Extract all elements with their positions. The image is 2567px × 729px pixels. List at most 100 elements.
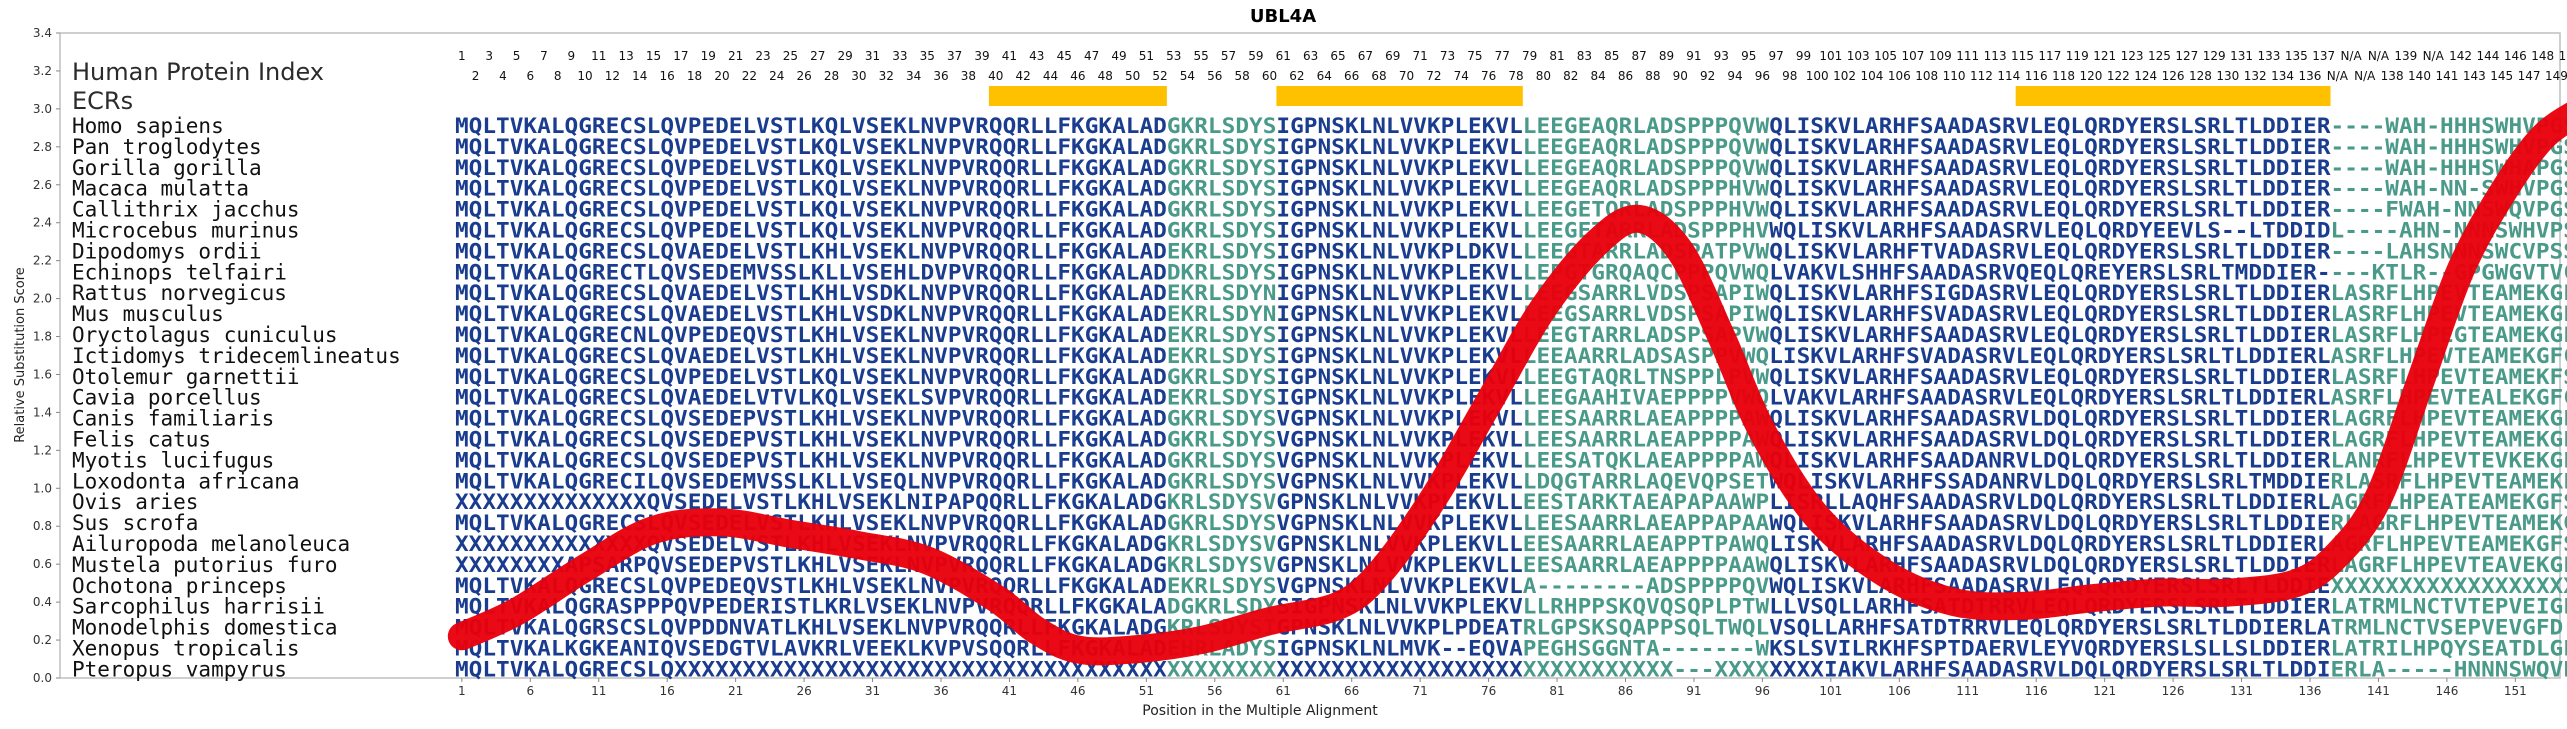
x-tick-label: 106 [1888, 684, 1911, 698]
protein-index-bottom: 20 [714, 69, 729, 83]
protein-index-bottom: 44 [1043, 69, 1058, 83]
protein-index-top: 137 [2312, 49, 2335, 63]
protein-index-top: 37 [947, 49, 962, 63]
protein-index-bottom: 134 [2271, 69, 2294, 83]
protein-index-top: 150 [2559, 49, 2567, 63]
protein-index-top: 99 [1796, 49, 1811, 63]
species-name: Echinops telfairi [72, 260, 287, 284]
protein-index-top: 95 [1741, 49, 1756, 63]
x-tick-label: 36 [933, 684, 948, 698]
protein-index-top: 13 [618, 49, 633, 63]
species-name: Ictidomys tridecemlineatus [72, 344, 401, 368]
protein-index-bottom: 149 [2545, 69, 2567, 83]
species-sequence: MQLTVKALQGRECSLQVPEDELVSTLKQLVSEKLNVPVRQ… [455, 365, 2567, 389]
protein-index-top: 146 [2504, 49, 2527, 63]
protein-index-top: N/A [2340, 49, 2362, 63]
species-name: Felis catus [72, 428, 211, 452]
x-tick-label: 91 [1686, 684, 1701, 698]
protein-index-top: N/A [2423, 49, 2445, 63]
y-tick-label: 0.8 [33, 519, 52, 533]
protein-index-top: 39 [974, 49, 989, 63]
protein-index-bottom: 4 [499, 69, 507, 83]
protein-index-bottom: 112 [1970, 69, 1993, 83]
protein-index-top: 87 [1632, 49, 1647, 63]
species-name: Sarcophilus harrisii [72, 595, 325, 619]
protein-index-bottom: 60 [1262, 69, 1277, 83]
protein-index-bottom: 90 [1673, 69, 1688, 83]
y-tick-label: 0.2 [33, 633, 52, 647]
protein-index-bottom: 120 [2080, 69, 2103, 83]
x-tick-label: 46 [1070, 684, 1085, 698]
protein-index-top: 113 [1984, 49, 2007, 63]
protein-index-top: 85 [1604, 49, 1619, 63]
protein-index-bottom: 50 [1125, 69, 1140, 83]
x-tick-label: 6 [526, 684, 534, 698]
species-name: Gorilla gorilla [72, 156, 262, 180]
protein-index-bottom: 58 [1235, 69, 1250, 83]
protein-index-top: 123 [2121, 49, 2144, 63]
y-tick-label: 1.4 [33, 405, 52, 419]
protein-index-row: 1 3 5 7 9 11 13 15 17 19 21 23 25 27 29 31 33 35 37 39 41 43 4… [458, 49, 2567, 83]
protein-index-bottom: 30 [851, 69, 866, 83]
protein-index-top: 61 [1276, 49, 1291, 63]
x-tick-label: 16 [660, 684, 675, 698]
y-tick-label: 1.0 [33, 481, 52, 495]
protein-index-top: 109 [1929, 49, 1952, 63]
protein-index-bottom: 68 [1371, 69, 1386, 83]
species-sequence: MQLTVKALQGRECSLQVAEDELVSTLKHLVSEKLNVPVRQ… [455, 239, 2567, 263]
protein-index-top: 41 [1002, 49, 1017, 63]
protein-index-bottom: 94 [1727, 69, 1742, 83]
protein-index-top: 27 [810, 49, 825, 63]
protein-index-bottom: 32 [879, 69, 894, 83]
protein-index-top: 25 [783, 49, 798, 63]
protein-index-bottom: 72 [1426, 69, 1441, 83]
species-name: Pan troglodytes [72, 135, 262, 159]
x-tick-label: 81 [1549, 684, 1564, 698]
protein-index-top: 73 [1440, 49, 1455, 63]
protein-index-bottom: 100 [1806, 69, 1829, 83]
x-tick-label: 71 [1413, 684, 1428, 698]
protein-index-top: 105 [1874, 49, 1897, 63]
x-tick-label: 76 [1481, 684, 1496, 698]
ecr-bar [988, 86, 1167, 106]
protein-index-top: 9 [568, 49, 576, 63]
species-name: Xenopus tropicalis [72, 637, 300, 661]
protein-index-bottom: 114 [1997, 69, 2020, 83]
protein-index-top: 69 [1385, 49, 1400, 63]
protein-index-bottom: 2 [472, 69, 480, 83]
x-tick-label: 61 [1276, 684, 1291, 698]
protein-index-bottom: 70 [1399, 69, 1414, 83]
y-tick-label: 1.8 [33, 330, 52, 344]
species-sequence: MQLTVKALQGRECSLQVPEDELVSTLKQLVSEKLNVPVRQ… [455, 177, 2567, 201]
protein-index-top: 17 [673, 49, 688, 63]
species-name: Pteropus vampyrus [72, 657, 287, 681]
protein-index-top: 119 [2066, 49, 2089, 63]
x-tick-label: 116 [2025, 684, 2048, 698]
x-tick-label: 111 [1956, 684, 1979, 698]
protein-index-bottom: 116 [2025, 69, 2048, 83]
y-tick-label: 2.2 [33, 254, 52, 268]
protein-index-top: 51 [1139, 49, 1154, 63]
protein-index-bottom: 128 [2189, 69, 2212, 83]
protein-index-bottom: 84 [1590, 69, 1605, 83]
protein-index-top: 101 [1819, 49, 1842, 63]
protein-index-bottom: 106 [1888, 69, 1911, 83]
protein-index-bottom: 140 [2408, 69, 2431, 83]
x-tick-label: 141 [2367, 684, 2390, 698]
protein-index-top: 117 [2038, 49, 2061, 63]
protein-index-bottom: 138 [2381, 69, 2404, 83]
species-name: Ailuropoda melanoleuca [72, 532, 350, 556]
species-name: Homo sapiens [72, 114, 224, 138]
protein-index-top: 91 [1686, 49, 1701, 63]
protein-index-bottom: 74 [1454, 69, 1469, 83]
protein-index-bottom: N/A [2354, 69, 2376, 83]
protein-index-top: 111 [1956, 49, 1979, 63]
protein-index-top: 7 [540, 49, 548, 63]
protein-index-top: 135 [2285, 49, 2308, 63]
protein-index-bottom: 46 [1070, 69, 1085, 83]
x-tick-label: 1 [458, 684, 466, 698]
protein-index-bottom: 78 [1508, 69, 1523, 83]
protein-index-top: 53 [1166, 49, 1181, 63]
